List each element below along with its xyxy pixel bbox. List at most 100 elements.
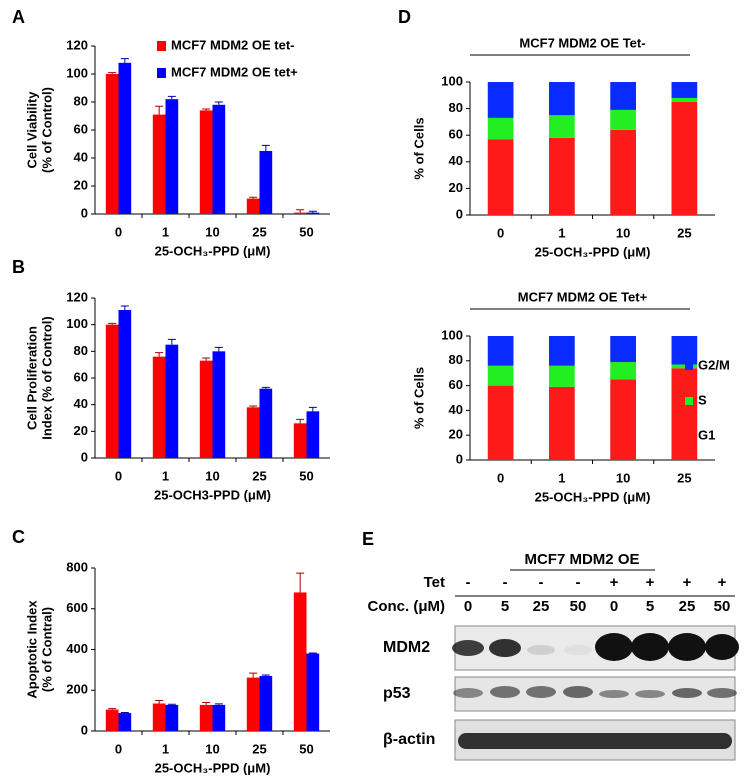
bar: [306, 411, 320, 458]
y-tick-label: 40: [74, 396, 88, 411]
legend-label: MCF7 MDM2 OE tet+: [171, 64, 298, 79]
x-tick-label: 1: [558, 470, 565, 485]
band: [635, 690, 665, 698]
lane-label: 50: [570, 598, 587, 615]
band: [452, 640, 484, 656]
bar-segment: [549, 365, 575, 387]
bar: [105, 709, 119, 731]
band-label: p53: [383, 685, 411, 702]
chart-title: MCF7 MDM2 OE Tet-: [519, 35, 645, 50]
bar-segment: [549, 82, 575, 116]
y-tick-label: 0: [81, 449, 88, 464]
blot-title: MCF7 MDM2 OE: [524, 551, 639, 568]
y-axis-title: Cell Viability: [24, 91, 39, 169]
error-bar: [214, 346, 223, 352]
bar-segment: [671, 82, 698, 98]
band: [595, 633, 633, 661]
y-axis-title: (% of Contral): [39, 607, 54, 692]
lane-label: -: [539, 574, 544, 591]
error-bar: [308, 652, 317, 654]
x-tick-label: 1: [162, 468, 169, 483]
bar: [199, 110, 213, 214]
error-bar: [249, 405, 258, 408]
x-tick-label: 25: [677, 225, 691, 240]
y-tick-label: 40: [449, 402, 463, 417]
y-tick-label: 120: [66, 289, 88, 304]
y-axis-title: % of Cells: [411, 367, 426, 429]
western-blot: E MCF7 MDM2 OE: [362, 529, 739, 761]
x-tick-label: 50: [299, 224, 313, 239]
bar: [212, 704, 226, 731]
x-tick-label: 0: [497, 225, 504, 240]
lane-label: +: [610, 574, 619, 591]
band: [563, 686, 593, 698]
bar-segment: [671, 336, 698, 365]
error-bar: [202, 108, 211, 111]
error-bar: [155, 105, 164, 115]
legend-swatch: [157, 68, 166, 78]
error-bar: [167, 703, 176, 705]
bands: [452, 633, 739, 749]
y-tick-label: 100: [441, 327, 463, 342]
bar-segment: [610, 129, 636, 215]
lane-label: 5: [646, 598, 654, 615]
bar: [118, 62, 132, 214]
x-tick-label: 50: [299, 468, 313, 483]
y-tick-label: 800: [66, 559, 88, 574]
band: [490, 686, 520, 698]
lane-label: 0: [464, 598, 472, 615]
bar: [246, 677, 260, 731]
legend-label: S: [698, 392, 707, 407]
x-tick-label: 1: [162, 224, 169, 239]
y-tick-label: 20: [449, 427, 463, 442]
y-tick-label: 0: [456, 206, 463, 221]
y-tick-label: 80: [74, 93, 88, 108]
x-tick-label: 10: [205, 224, 219, 239]
legend-swatch: [685, 397, 693, 405]
band: [668, 633, 706, 661]
band-label: MDM2: [383, 639, 430, 656]
error-bar: [202, 701, 211, 705]
x-tick-label: 10: [205, 468, 219, 483]
error-bar: [108, 708, 117, 710]
bar: [212, 351, 226, 458]
y-tick-label: 0: [81, 722, 88, 737]
error-bar: [108, 72, 117, 74]
bar: [199, 360, 213, 458]
y-tick-label: 200: [66, 682, 88, 697]
error-bar: [155, 352, 164, 357]
bar-segment: [610, 336, 636, 363]
y-tick-label: 40: [449, 153, 463, 168]
bar-segment: [549, 115, 575, 138]
lane-label: +: [646, 574, 655, 591]
bar-segment: [671, 101, 698, 215]
bar: [259, 388, 273, 458]
bar: [105, 74, 119, 214]
band: [526, 686, 556, 698]
y-axis-title: Cell Proliferation: [24, 326, 39, 430]
bar: [293, 212, 307, 214]
error-bar: [214, 101, 223, 105]
bar: [306, 212, 320, 214]
error-bar: [308, 210, 317, 213]
x-tick-label: 25: [252, 468, 266, 483]
bar: [293, 592, 307, 731]
x-axis-title: 25-OCH₃-PPD (μM): [535, 489, 651, 504]
legend-label: G2/M: [698, 357, 730, 372]
y-tick-label: 600: [66, 600, 88, 615]
x-tick-label: 25: [252, 741, 266, 756]
y-tick-label: 100: [66, 65, 88, 80]
x-tick-label: 0: [115, 468, 122, 483]
bar: [246, 198, 260, 214]
bar: [212, 104, 226, 214]
bar-segment: [671, 368, 698, 460]
lane-label: -: [466, 574, 471, 591]
panel-label: A: [12, 7, 25, 27]
y-tick-label: 60: [74, 369, 88, 384]
bar-segment: [487, 385, 514, 460]
bar: [306, 653, 320, 731]
bar: [246, 407, 260, 458]
error-bar: [261, 144, 270, 151]
x-axis-title: 25-OCH3-PPD (μM): [154, 487, 271, 502]
panel-label: D: [398, 7, 411, 27]
